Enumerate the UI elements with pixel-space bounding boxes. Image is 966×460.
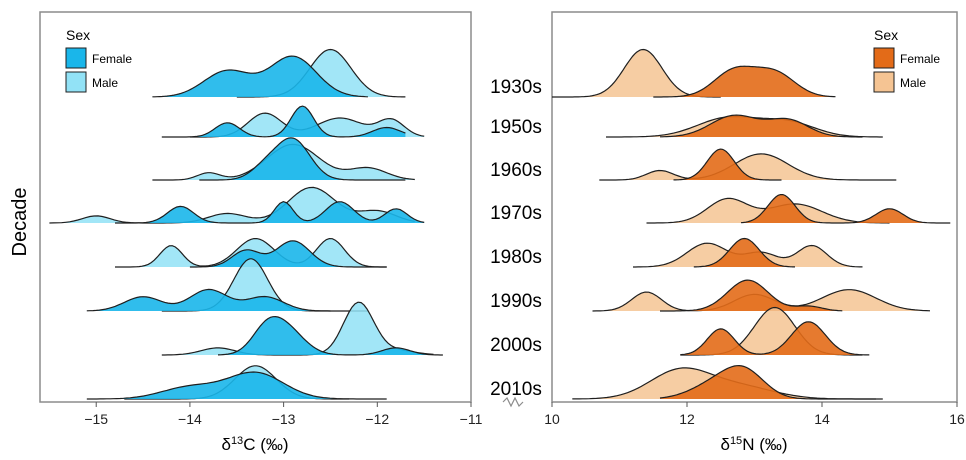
y-axis-title: Decade xyxy=(9,188,31,257)
decade-label-1930s: 1930s xyxy=(490,77,542,98)
legend-label-left-female: Female xyxy=(92,52,132,66)
ridge-left-1950s-female xyxy=(161,106,406,137)
ridge-outline-right-1990s-female xyxy=(660,279,843,312)
ridge-outline-left-2010s-female xyxy=(86,371,387,400)
ridge-outline-right-1930s-female xyxy=(653,65,836,98)
x-tick-label-left--14: −14 xyxy=(178,411,202,427)
legend-title-left: Sex xyxy=(66,27,90,43)
ridge-right-2000s-female xyxy=(680,321,870,355)
x-tick-label-right-12: 12 xyxy=(679,411,695,427)
right-x-axis: 10 12 14 16 xyxy=(544,402,965,427)
legend-swatch-right-female xyxy=(873,47,895,69)
ridge-outline-left-1990s-female xyxy=(86,288,368,312)
ridge-outline-left-1950s-female xyxy=(161,105,406,138)
ridge-outline-right-1960s-male xyxy=(599,153,897,181)
legend-label-right-female: Female xyxy=(900,52,940,66)
ridge-outline-left-2000s-female xyxy=(217,315,443,356)
ridge-left-2010s-female xyxy=(86,372,387,399)
ridge-outline-left-1980s-male xyxy=(115,237,387,268)
ridge-right-1930s-female xyxy=(653,66,836,97)
ridge-right-1950s-female xyxy=(660,115,863,137)
left-x-axis-title: δ13C (‰) xyxy=(221,435,288,454)
ridge-right-1930s-male xyxy=(552,49,721,97)
x-tick-label-left--15: −15 xyxy=(84,411,108,427)
ridge-left-1930s-male xyxy=(236,49,406,97)
ridge-outline-left-1980s-female xyxy=(189,240,387,268)
legend-swatch-left-female xyxy=(65,47,87,69)
ridge-right-1960s-male xyxy=(599,153,897,180)
ridge-outline-right-2000s-female xyxy=(680,321,870,356)
x-tick-label-left--13: −13 xyxy=(272,411,296,427)
left-panel-border xyxy=(39,11,472,403)
decade-label-2010s: 2010s xyxy=(490,379,542,400)
x-tick-label-right-14: 14 xyxy=(814,411,830,427)
x-tick-label-left--11: −11 xyxy=(460,411,483,427)
ridge-right-1990s-female xyxy=(660,280,843,311)
ridge-left-2000s-female xyxy=(218,316,443,355)
axis-break-mark xyxy=(502,396,524,408)
ridge-left-1960s-female xyxy=(199,137,406,180)
ridge-left-1950s-male xyxy=(189,113,425,137)
ridge-outline-right-1960s-female xyxy=(673,148,782,181)
legend-label-left-male: Male xyxy=(92,76,118,90)
decade-label-2000s: 2000s xyxy=(490,335,542,356)
ridge-outline-right-1970s-female xyxy=(740,194,951,224)
ridge-outline-right-1950s-female xyxy=(660,114,863,138)
ridge-left-1990s-female xyxy=(86,289,368,311)
decade-label-1990s: 1990s xyxy=(490,291,542,312)
x-tick-label-right-16: 16 xyxy=(949,411,965,427)
decade-labels: 1930s 1950s 1960s 1970s 1980s 1990s 2000s 2010s xyxy=(490,77,542,400)
ridge-outline-left-1960s-female xyxy=(199,137,406,181)
ridge-left-2000s-male xyxy=(161,302,434,355)
decade-label-1970s: 1970s xyxy=(490,203,542,224)
right-x-axis-title: δ15N (‰) xyxy=(720,435,787,454)
right-panel-border xyxy=(551,11,958,403)
ridge-right-1960s-female xyxy=(673,149,782,180)
ridge-right-2010s-female xyxy=(660,365,876,399)
right-ridgeline-plot xyxy=(552,48,951,400)
legend-swatch-left-male xyxy=(65,71,87,93)
legend-title-right: Sex xyxy=(874,27,898,43)
ridge-left-1990s-male xyxy=(161,258,331,311)
ridge-left-1930s-female xyxy=(152,56,368,97)
ridge-right-2000s-male xyxy=(680,307,863,355)
ridge-left-1970s-female xyxy=(115,201,425,223)
legend-swatch-right-male xyxy=(873,71,895,93)
ridge-right-1980s-female xyxy=(693,238,795,267)
decade-label-1950s: 1950s xyxy=(490,117,542,138)
decade-label-1980s: 1980s xyxy=(490,247,542,268)
ridge-outline-left-1930s-female xyxy=(152,55,368,98)
ridge-outline-right-2010s-female xyxy=(659,364,876,400)
legend-label-right-male: Male xyxy=(900,76,926,90)
ridge-right-1970s-female xyxy=(741,194,951,223)
ridge-outline-right-1980s-female xyxy=(693,237,795,268)
ridge-outline-left-1970s-female xyxy=(115,200,425,224)
decade-label-1960s: 1960s xyxy=(490,160,542,181)
left-ridgeline-plot xyxy=(49,48,443,400)
x-tick-label-right-10: 10 xyxy=(544,411,560,427)
ridge-left-1980s-female xyxy=(189,240,387,267)
left-x-axis: −15 −14 −13 −12 −11 xyxy=(84,402,483,427)
x-tick-label-left--12: −12 xyxy=(365,411,389,427)
